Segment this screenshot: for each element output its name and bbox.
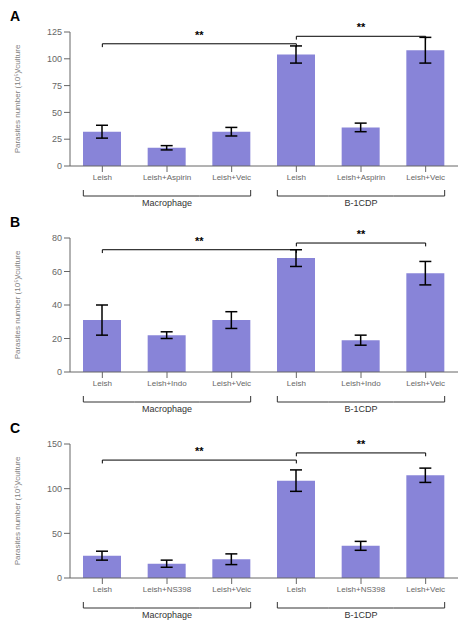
html-text:C: C — [10, 420, 21, 436]
svg-text:Leish: Leish — [93, 379, 112, 388]
svg-text:B-1CDP: B-1CDP — [344, 198, 377, 208]
svg-text:Macrophage: Macrophage — [142, 610, 192, 620]
svg-text:Leish: Leish — [93, 173, 112, 182]
svg-text:Leish+Indo: Leish+Indo — [147, 379, 187, 388]
svg-text:60: 60 — [52, 267, 62, 277]
svg-text:75: 75 — [52, 81, 62, 91]
svg-text:Parasites number (10⁵)/culture: Parasites number (10⁵)/culture — [13, 44, 22, 153]
svg-text:B-1CDP: B-1CDP — [344, 404, 377, 414]
svg-text:**: ** — [195, 235, 204, 247]
svg-text:Macrophage: Macrophage — [142, 198, 192, 208]
svg-text:Leish: Leish — [287, 585, 306, 594]
svg-text:Leish: Leish — [287, 173, 306, 182]
svg-text:Macrophage: Macrophage — [142, 404, 192, 414]
svg-text:20: 20 — [52, 334, 62, 344]
svg-text:Leish: Leish — [93, 585, 112, 594]
svg-text:Leish+Indo: Leish+Indo — [341, 379, 381, 388]
svg-text:100: 100 — [47, 54, 62, 64]
svg-text:0: 0 — [57, 161, 62, 171]
svg-text:Leish+Veic: Leish+Veic — [406, 585, 445, 594]
svg-text:Leish+Aspirin: Leish+Aspirin — [143, 173, 191, 182]
svg-text:**: ** — [357, 228, 366, 240]
svg-text:0: 0 — [57, 367, 62, 377]
svg-text:50: 50 — [52, 529, 62, 539]
svg-text:Leish+Veic: Leish+Veic — [406, 379, 445, 388]
svg-text:Leish: Leish — [287, 379, 306, 388]
svg-text:**: ** — [195, 29, 204, 41]
svg-text:Leish+Aspirin: Leish+Aspirin — [337, 173, 385, 182]
html-text:A: A — [10, 8, 21, 24]
svg-text:Leish+Veic: Leish+Veic — [212, 585, 251, 594]
svg-text:**: ** — [357, 438, 366, 450]
svg-text:**: ** — [357, 21, 366, 33]
svg-text:80: 80 — [52, 233, 62, 243]
svg-text:50: 50 — [52, 108, 62, 118]
svg-text:**: ** — [195, 445, 204, 457]
svg-text:125: 125 — [47, 27, 62, 37]
svg-text:150: 150 — [47, 439, 62, 449]
svg-text:Leish+NS398: Leish+NS398 — [337, 585, 386, 594]
svg-text:100: 100 — [47, 484, 62, 494]
svg-text:Leish+NS398: Leish+NS398 — [143, 585, 192, 594]
svg-text:Leish+Veic: Leish+Veic — [212, 379, 251, 388]
svg-text:Leish+Veic: Leish+Veic — [406, 173, 445, 182]
svg-text:Leish+Veic: Leish+Veic — [212, 173, 251, 182]
html-text:B: B — [10, 214, 21, 230]
svg-text:Parasites number (10⁵)/culture: Parasites number (10⁵)/culture — [13, 250, 22, 359]
svg-text:0: 0 — [57, 573, 62, 583]
svg-text:25: 25 — [52, 134, 62, 144]
svg-text:B-1CDP: B-1CDP — [344, 610, 377, 620]
svg-text:Parasites number (10⁵)/culture: Parasites number (10⁵)/culture — [13, 456, 22, 565]
svg-text:40: 40 — [52, 300, 62, 310]
